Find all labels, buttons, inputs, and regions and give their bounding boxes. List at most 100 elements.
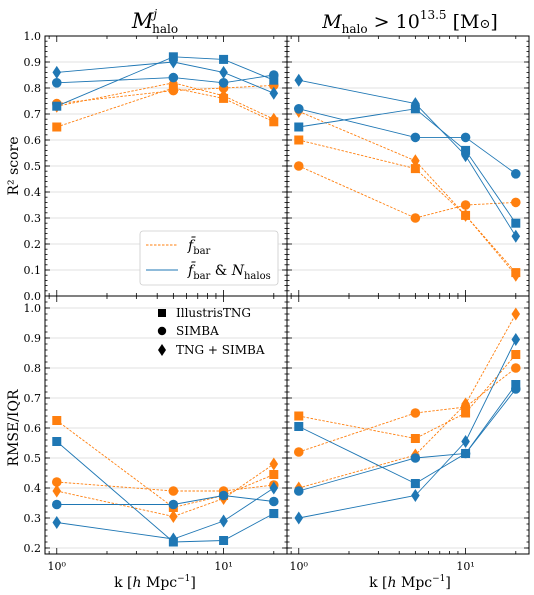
y-tick-label: 0.6 (24, 134, 42, 147)
data-point-circle (51, 78, 62, 88)
series-line (56, 420, 274, 508)
data-point-diamond (511, 333, 521, 346)
data-point-diamond (511, 307, 521, 321)
y-tick-label: 0.2 (24, 238, 42, 251)
data-point-diamond (219, 65, 228, 79)
y-tick-label: 0.7 (24, 108, 42, 121)
data-point-circle (268, 496, 279, 507)
series-line (298, 313, 517, 489)
x-tick-label: 10⁰ (48, 560, 67, 573)
data-point-square (52, 437, 62, 446)
data-point-circle (293, 447, 304, 457)
data-point-square (269, 75, 279, 85)
data-point-diamond (269, 481, 279, 495)
series-line (56, 82, 274, 120)
y-tick-label: 0.5 (24, 160, 42, 173)
panel-bottom-right: 10⁰ 10¹ (286, 295, 530, 573)
series-line (298, 110, 517, 276)
series-line (56, 495, 274, 505)
series-line (56, 56, 274, 107)
data-point-circle (510, 197, 521, 208)
data-point-diamond (461, 208, 470, 222)
x-tick-label: 10¹ (214, 560, 232, 573)
y-tick-label: 0.3 (24, 212, 42, 225)
data-point-square (52, 101, 62, 111)
ylabel-bottom: RMSE/IQR (6, 389, 22, 466)
data-point-diamond (294, 73, 304, 87)
legend-simba-label: SIMBA (176, 324, 219, 338)
data-point-square (269, 470, 279, 479)
series-line (56, 87, 274, 128)
panel-bottom-left: 0.2 0.3 0.4 0.5 0.6 0.7 0.8 0.9 1.0 10⁰ 10¹ (24, 295, 288, 573)
data-point-circle (460, 448, 471, 459)
data-point-diamond (511, 229, 521, 243)
legend-both-label: TNG + SIMBA (176, 343, 265, 357)
panel-top-left: 0.0 0.1 0.2 0.3 0.4 0.5 0.6 0.7 0.8 0.9 1.0 (24, 30, 288, 303)
legend-markers: IllustrisTNG SIMBA TNG + SIMBA (157, 306, 265, 357)
title-left: Mj halo (131, 7, 178, 36)
data-point-circle (510, 384, 521, 394)
data-point-circle (168, 486, 179, 496)
data-point-circle (218, 78, 229, 88)
xlabel-right: k [h Mpc−1] (369, 574, 451, 591)
data-point-diamond (219, 514, 228, 528)
legend-diamond-marker (158, 344, 166, 356)
data-point-circle (510, 169, 521, 179)
data-point-circle (293, 161, 304, 171)
legend-fbar-n-label: f̄bar & Nhalos (187, 261, 271, 282)
series-line (56, 481, 274, 492)
data-point-circle (268, 70, 279, 80)
data-point-circle (410, 408, 421, 418)
data-point-circle (168, 72, 179, 83)
legend-tng-label: IllustrisTNG (176, 306, 251, 320)
data-point-square (294, 122, 304, 132)
data-point-square (269, 509, 279, 518)
data-point-square (410, 434, 420, 443)
x-tick-label: 10¹ (456, 560, 474, 573)
series-line (56, 61, 274, 94)
y-tick-label: 0.8 (24, 82, 42, 95)
series-line (298, 79, 517, 237)
data-point-circle (510, 363, 521, 373)
y-tick-label: 0.8 (24, 362, 42, 375)
x-tick-label: 10⁰ (290, 560, 309, 573)
data-point-circle (460, 132, 471, 143)
y-tick-label: 0.9 (24, 56, 42, 69)
data-point-diamond (461, 149, 470, 163)
data-point-circle (293, 486, 304, 496)
data-point-circle (51, 499, 62, 510)
data-point-square (511, 218, 521, 228)
data-point-circle (293, 104, 304, 114)
series-line (56, 441, 275, 543)
series-line (298, 165, 516, 219)
y-tick-label: 1.0 (24, 302, 42, 315)
series-line (56, 487, 275, 540)
data-point-circle (410, 213, 421, 223)
data-point-circle (410, 453, 421, 463)
data-point-circle (51, 477, 62, 487)
data-point-square (511, 350, 521, 359)
data-point-circle (460, 200, 471, 210)
data-point-square (219, 536, 229, 545)
series-line (298, 367, 517, 453)
data-point-diamond (269, 112, 279, 126)
legend-square-marker (158, 309, 166, 317)
data-point-diamond (511, 268, 521, 282)
data-point-square (52, 122, 62, 132)
y-tick-label: 0.3 (24, 512, 42, 525)
y-tick-label: 0.0 (24, 290, 42, 303)
data-point-square (294, 135, 304, 145)
data-point-diamond (52, 484, 62, 498)
data-point-circle (168, 85, 179, 96)
legend-lines: f̄bar f̄bar & Nhalos (139, 230, 279, 286)
data-point-square (294, 422, 304, 431)
data-point-diamond (411, 97, 420, 111)
series-line (56, 74, 274, 84)
panel-top-right (286, 35, 530, 297)
data-point-square (410, 164, 420, 174)
data-point-diamond (411, 489, 420, 502)
y-tick-label: 0.7 (24, 392, 42, 405)
series-line (298, 388, 517, 492)
data-point-diamond (219, 89, 228, 103)
